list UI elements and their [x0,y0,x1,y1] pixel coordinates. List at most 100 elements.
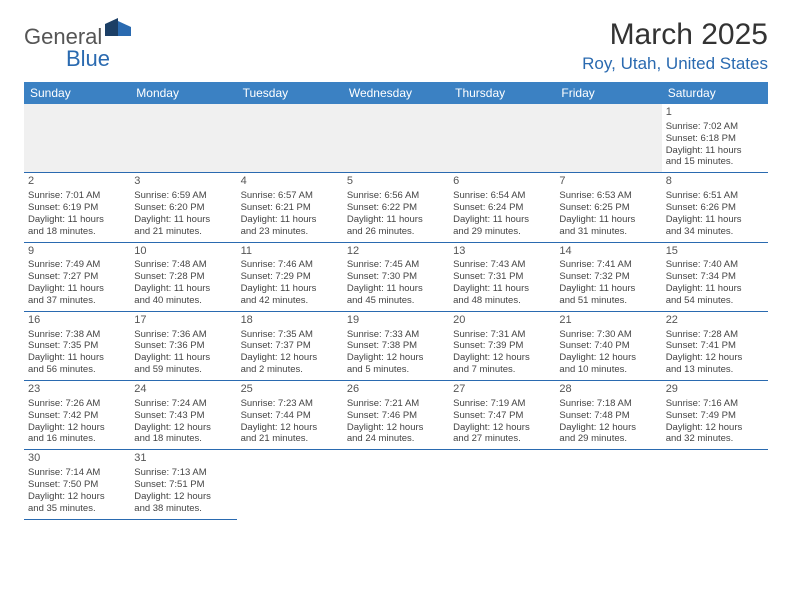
sunset: Sunset: 7:29 PM [241,271,339,283]
sunset: Sunset: 6:25 PM [559,202,657,214]
calendar-table: SundayMondayTuesdayWednesdayThursdayFrid… [24,82,768,520]
calendar-week: 30Sunrise: 7:14 AMSunset: 7:50 PMDayligh… [24,450,768,519]
calendar-cell [555,450,661,519]
sunset: Sunset: 6:22 PM [347,202,445,214]
sunrise: Sunrise: 7:43 AM [453,259,551,271]
daylight-line2: and 29 minutes. [559,433,657,445]
daylight-line1: Daylight: 11 hours [241,283,339,295]
calendar-cell: 10Sunrise: 7:48 AMSunset: 7:28 PMDayligh… [130,242,236,311]
day-number: 10 [134,245,232,259]
daylight-line1: Daylight: 11 hours [559,283,657,295]
calendar-cell [343,450,449,519]
daylight-line2: and 18 minutes. [134,433,232,445]
sunrise: Sunrise: 7:36 AM [134,329,232,341]
sunrise: Sunrise: 7:24 AM [134,398,232,410]
daylight-line2: and 29 minutes. [453,226,551,238]
sunrise: Sunrise: 7:21 AM [347,398,445,410]
calendar-cell [24,104,130,173]
daylight-line1: Daylight: 11 hours [28,283,126,295]
calendar-cell: 28Sunrise: 7:18 AMSunset: 7:48 PMDayligh… [555,381,661,450]
sunset: Sunset: 7:47 PM [453,410,551,422]
sunset: Sunset: 7:35 PM [28,340,126,352]
day-number: 30 [28,452,126,466]
sunrise: Sunrise: 6:53 AM [559,190,657,202]
day-number: 15 [666,245,764,259]
day-number: 6 [453,175,551,189]
sunset: Sunset: 7:42 PM [28,410,126,422]
sunrise: Sunrise: 7:49 AM [28,259,126,271]
calendar-body: 1Sunrise: 7:02 AMSunset: 6:18 PMDaylight… [24,104,768,519]
calendar-cell: 16Sunrise: 7:38 AMSunset: 7:35 PMDayligh… [24,311,130,380]
daylight-line2: and 10 minutes. [559,364,657,376]
day-number: 8 [666,175,764,189]
calendar-cell [555,104,661,173]
sunrise: Sunrise: 7:40 AM [666,259,764,271]
calendar-cell: 6Sunrise: 6:54 AMSunset: 6:24 PMDaylight… [449,173,555,242]
calendar-cell: 26Sunrise: 7:21 AMSunset: 7:46 PMDayligh… [343,381,449,450]
sunset: Sunset: 7:50 PM [28,479,126,491]
day-number: 21 [559,314,657,328]
daylight-line2: and 34 minutes. [666,226,764,238]
sunset: Sunset: 7:44 PM [241,410,339,422]
sunset: Sunset: 7:46 PM [347,410,445,422]
sunrise: Sunrise: 7:19 AM [453,398,551,410]
calendar-week: 9Sunrise: 7:49 AMSunset: 7:27 PMDaylight… [24,242,768,311]
calendar-cell: 11Sunrise: 7:46 AMSunset: 7:29 PMDayligh… [237,242,343,311]
day-number: 17 [134,314,232,328]
day-number: 16 [28,314,126,328]
daylight-line1: Daylight: 11 hours [453,214,551,226]
calendar-cell [449,450,555,519]
calendar-cell: 15Sunrise: 7:40 AMSunset: 7:34 PMDayligh… [662,242,768,311]
daylight-line2: and 42 minutes. [241,295,339,307]
calendar-cell: 14Sunrise: 7:41 AMSunset: 7:32 PMDayligh… [555,242,661,311]
sunset: Sunset: 6:18 PM [666,133,764,145]
sunrise: Sunrise: 7:35 AM [241,329,339,341]
daylight-line1: Daylight: 12 hours [453,422,551,434]
sunrise: Sunrise: 6:51 AM [666,190,764,202]
daylight-line1: Daylight: 11 hours [453,283,551,295]
calendar-cell: 3Sunrise: 6:59 AMSunset: 6:20 PMDaylight… [130,173,236,242]
sunset: Sunset: 7:43 PM [134,410,232,422]
title-block: March 2025 Roy, Utah, United States [582,18,768,74]
dow-header: Tuesday [237,82,343,104]
daylight-line1: Daylight: 11 hours [666,214,764,226]
day-number: 1 [666,106,764,120]
day-number: 4 [241,175,339,189]
sunset: Sunset: 7:41 PM [666,340,764,352]
day-number: 31 [134,452,232,466]
sunrise: Sunrise: 7:23 AM [241,398,339,410]
sunset: Sunset: 7:51 PM [134,479,232,491]
calendar-week: 1Sunrise: 7:02 AMSunset: 6:18 PMDaylight… [24,104,768,173]
daylight-line2: and 31 minutes. [559,226,657,238]
calendar-cell: 7Sunrise: 6:53 AMSunset: 6:25 PMDaylight… [555,173,661,242]
day-number: 9 [28,245,126,259]
dow-header: Friday [555,82,661,104]
calendar-cell: 23Sunrise: 7:26 AMSunset: 7:42 PMDayligh… [24,381,130,450]
daylight-line2: and 21 minutes. [241,433,339,445]
sunset: Sunset: 7:27 PM [28,271,126,283]
calendar-cell: 27Sunrise: 7:19 AMSunset: 7:47 PMDayligh… [449,381,555,450]
daylight-line1: Daylight: 12 hours [241,352,339,364]
daylight-line2: and 59 minutes. [134,364,232,376]
daylight-line1: Daylight: 11 hours [347,283,445,295]
daylight-line1: Daylight: 12 hours [559,422,657,434]
day-number: 20 [453,314,551,328]
daylight-line2: and 7 minutes. [453,364,551,376]
daylight-line2: and 56 minutes. [28,364,126,376]
day-number: 25 [241,383,339,397]
sunrise: Sunrise: 7:46 AM [241,259,339,271]
sunrise: Sunrise: 7:30 AM [559,329,657,341]
sunset: Sunset: 7:40 PM [559,340,657,352]
daylight-line1: Daylight: 12 hours [241,422,339,434]
sunrise: Sunrise: 7:13 AM [134,467,232,479]
daylight-line1: Daylight: 11 hours [559,214,657,226]
sunrise: Sunrise: 7:28 AM [666,329,764,341]
sunrise: Sunrise: 7:48 AM [134,259,232,271]
sunrise: Sunrise: 6:57 AM [241,190,339,202]
daylight-line1: Daylight: 11 hours [241,214,339,226]
daylight-line1: Daylight: 12 hours [666,352,764,364]
daylight-line2: and 18 minutes. [28,226,126,238]
header: GeneralBlue March 2025 Roy, Utah, United… [24,18,768,74]
sunrise: Sunrise: 7:26 AM [28,398,126,410]
calendar-cell: 29Sunrise: 7:16 AMSunset: 7:49 PMDayligh… [662,381,768,450]
